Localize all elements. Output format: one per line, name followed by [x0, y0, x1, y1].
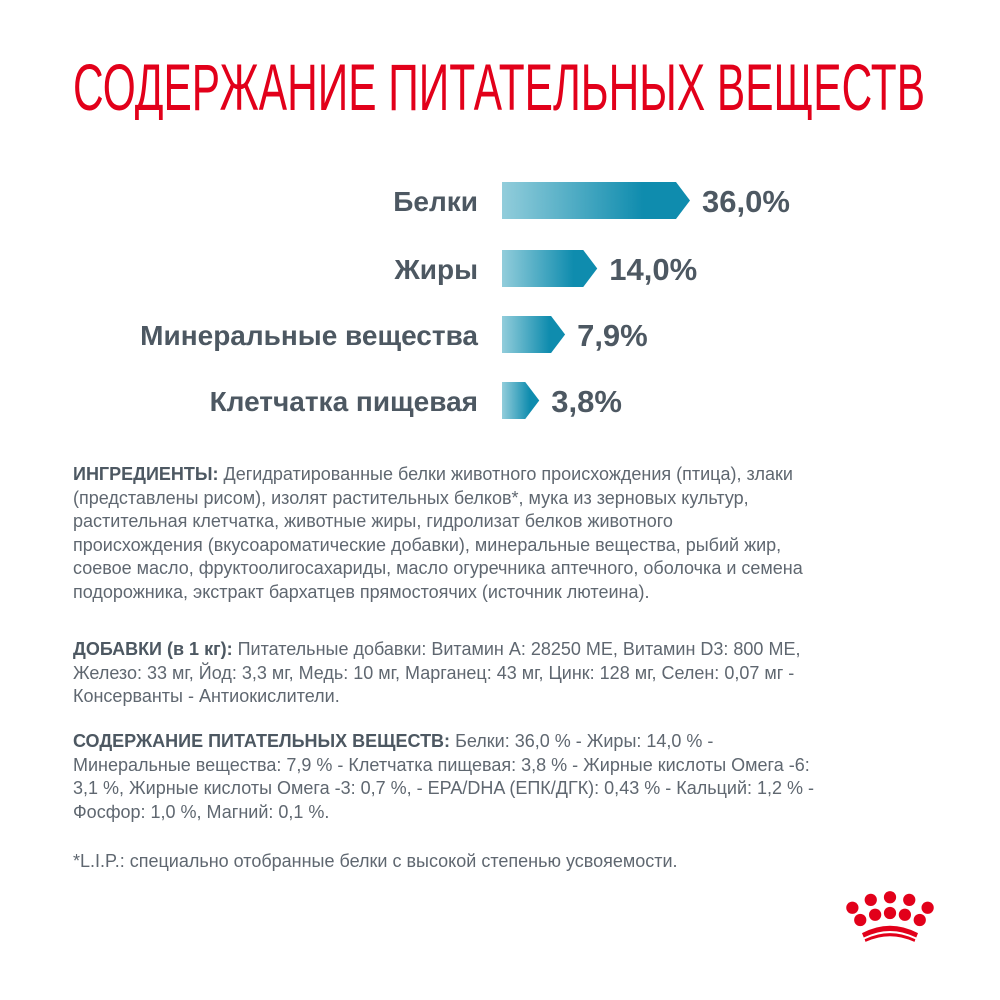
text-line: Фосфор: 1,0 %, Магний: 0,1 %. [73, 801, 953, 825]
text-line: происхождения (вкусоароматические добавк… [73, 534, 953, 558]
text-content: Фосфор: 1,0 %, Магний: 0,1 %. [73, 801, 330, 822]
bar-3 [502, 382, 540, 419]
text-content: подорожника, экстракт бархатцев прямосто… [73, 581, 650, 602]
text-line: СОДЕРЖАНИЕ ПИТАТЕЛЬНЫХ ВЕЩЕСТВ: Белки: 3… [73, 730, 953, 754]
paragraph-0: ИНГРЕДИЕНТЫ: Дегидратированные белки жив… [73, 463, 953, 604]
text-line: ИНГРЕДИЕНТЫ: Дегидратированные белки жив… [73, 463, 953, 487]
text-line: (представлены рисом), изолят растительны… [73, 487, 953, 511]
text-content: *L.I.P.: специально отобранные белки с в… [73, 851, 678, 871]
page-title: СОДЕРЖАНИЕ ПИТАТЕЛЬНЫХ ВЕЩЕСТВ [73, 50, 925, 120]
text-line: ДОБАВКИ (в 1 кг): Питательные добавки: В… [73, 638, 953, 662]
data-label: 3,8% [551, 384, 622, 419]
bar-0 [502, 182, 690, 219]
text-content: Питательные добавки: Витамин А: 28250 МЕ… [232, 639, 801, 659]
text-line: Минеральные вещества: 7,9 % - Клетчатка … [73, 754, 953, 778]
text-content: (представлены рисом), изолят растительны… [73, 487, 749, 508]
page-title-text: СОДЕРЖАНИЕ ПИТАТЕЛЬНЫХ ВЕЩЕСТВ [73, 50, 925, 120]
bar-1 [502, 250, 598, 287]
paragraph-2: СОДЕРЖАНИЕ ПИТАТЕЛЬНЫХ ВЕЩЕСТВ: Белки: 3… [73, 730, 953, 824]
data-label: 36,0% [702, 184, 790, 219]
category-label: Белки [393, 186, 478, 217]
data-label: 7,9% [577, 318, 648, 353]
paragraph-3: *L.I.P.: специально отобранные белки с в… [73, 850, 953, 874]
section-label: ДОБАВКИ (в 1 кг): [73, 639, 233, 659]
text-content: Минеральные вещества: 7,9 % - Клетчатка … [73, 754, 810, 775]
text-content: соевое масло, фруктоолигосахариды, масло… [73, 558, 803, 578]
bar-2 [502, 316, 566, 353]
text-line: *L.I.P.: специально отобранные белки с в… [73, 850, 953, 874]
section-label: ИНГРЕДИЕНТЫ: [73, 464, 219, 484]
text-content: Консерванты - Антиокислители. [73, 686, 340, 706]
text-content: Железо: 33 мг, Йод: 3,3 мг, Медь: 10 мг,… [73, 662, 795, 683]
text-line: 3,1 %, Жирные кислоты Омега -3: 0,7 %, -… [73, 777, 953, 801]
category-label: Клетчатка пищевая [210, 386, 478, 417]
text-content: растительная клетчатка, животные жиры, г… [73, 511, 673, 531]
text-line: Железо: 33 мг, Йод: 3,3 мг, Медь: 10 мг,… [73, 662, 953, 686]
text-line: Консерванты - Антиокислители. [73, 685, 953, 709]
text-line: растительная клетчатка, животные жиры, г… [73, 510, 953, 534]
text-content: Дегидратированные белки животного происх… [218, 464, 793, 484]
text-content: происхождения (вкусоароматические добавк… [73, 534, 782, 555]
paragraph-1: ДОБАВКИ (в 1 кг): Питательные добавки: В… [73, 638, 953, 709]
royal-canin-crown-icon [846, 891, 934, 942]
category-label: Жиры [393, 254, 478, 285]
text-content: 3,1 %, Жирные кислоты Омега -3: 0,7 %, -… [73, 778, 815, 798]
text-line: соевое масло, фруктоолигосахариды, масло… [73, 557, 953, 581]
text-line: подорожника, экстракт бархатцев прямосто… [73, 581, 953, 605]
nutrient-bar-chart: Белки 36,0% Жиры 14,0% Минеральные вещества 7… [140, 182, 790, 419]
text-content: Белки: 36,0 % - Жиры: 14,0 % - [450, 731, 714, 751]
section-label: СОДЕРЖАНИЕ ПИТАТЕЛЬНЫХ ВЕЩЕСТВ: [73, 731, 451, 751]
category-label: Минеральные вещества [140, 320, 478, 351]
data-label: 14,0% [609, 252, 697, 287]
